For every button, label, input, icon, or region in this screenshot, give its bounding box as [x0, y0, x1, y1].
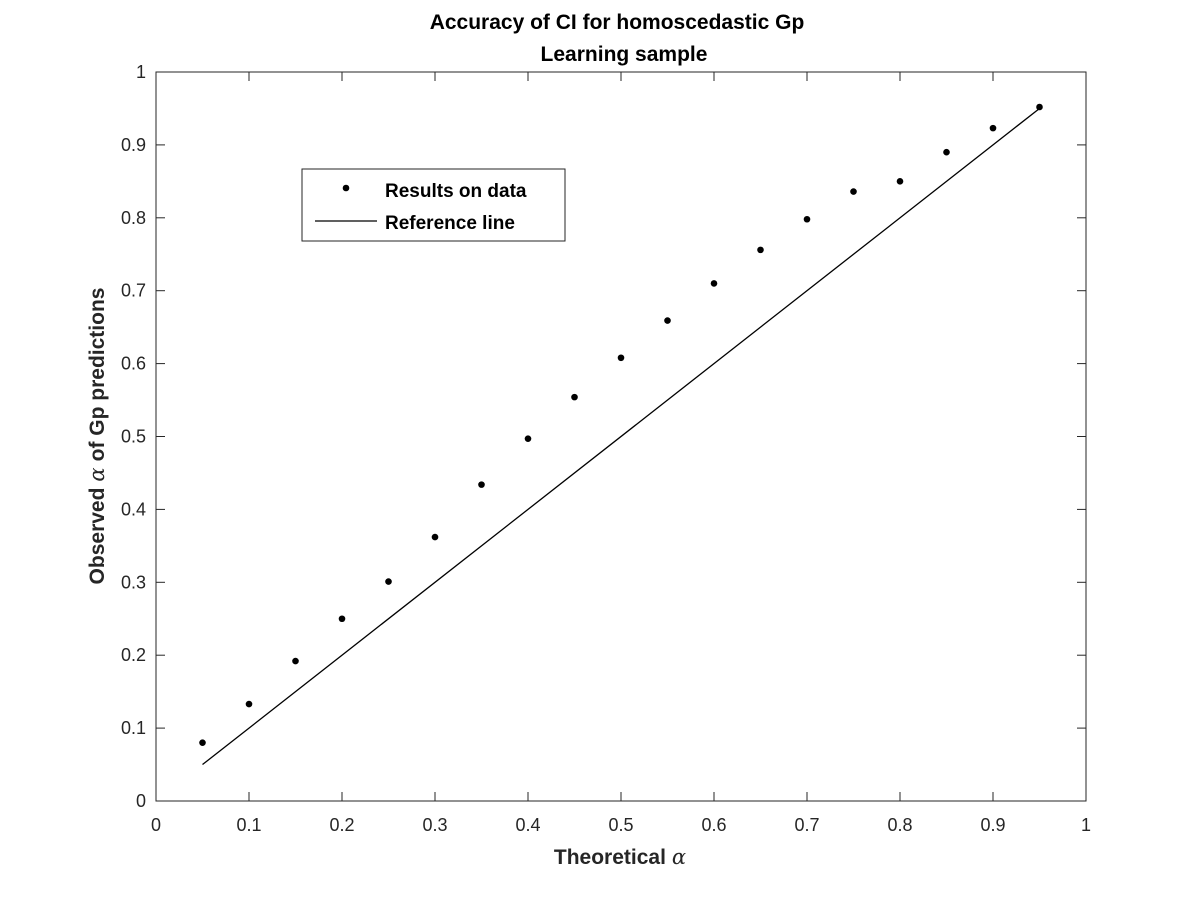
y-tick-label: 0.2: [121, 645, 146, 665]
data-point: [617, 354, 625, 362]
x-axis-label-prefix: Theoretical: [554, 846, 666, 869]
x-axis-label-symbol: α: [672, 845, 686, 869]
y-axis-label-symbol: α: [85, 467, 109, 481]
y-axis-label-suffix: of Gp predictions: [86, 288, 109, 462]
y-tick-label: 0.4: [121, 499, 146, 519]
x-tick-label: 0.2: [329, 815, 354, 835]
data-point: [385, 578, 392, 585]
series-layer: [199, 103, 1043, 766]
y-tick-label: 0.7: [121, 281, 146, 301]
y-tick-label: 0.3: [121, 572, 146, 592]
y-tick-label: 0.9: [121, 135, 146, 155]
legend: Results on data Reference line: [301, 168, 566, 242]
x-tick-label: 0: [151, 815, 161, 835]
legend-marker-points: [342, 184, 350, 192]
y-axis-label-prefix: Observed: [86, 488, 109, 585]
data-point: [478, 481, 485, 488]
y-tick-label: 0.5: [121, 427, 146, 447]
data-point: [896, 178, 904, 185]
data-point: [199, 739, 206, 746]
x-tick-label: 0.8: [887, 815, 912, 835]
data-point: [664, 317, 671, 324]
x-tick-label: 0.5: [608, 815, 633, 835]
x-tick-label: 1: [1081, 815, 1091, 835]
x-tick-label: 0.7: [794, 815, 819, 835]
reference-line: [202, 107, 1040, 766]
data-point: [989, 124, 997, 132]
legend-box: [301, 168, 566, 242]
x-tick-label: 0.6: [701, 815, 726, 835]
data-point: [803, 215, 811, 223]
data-point: [245, 700, 253, 708]
y-axis-label: Observed α of Gp predictions: [85, 288, 109, 585]
legend-label-points: Results on data: [385, 181, 527, 202]
x-tick-label: 0.4: [515, 815, 540, 835]
x-axis-label: Theoretical α: [554, 845, 686, 869]
y-tick-label: 1: [136, 62, 146, 82]
data-point: [943, 148, 950, 156]
data-point: [338, 615, 346, 623]
x-tick-label: 0.9: [980, 815, 1005, 835]
legend-label-line: Reference line: [385, 213, 515, 234]
data-point: [524, 435, 532, 442]
y-tick-label: 0.8: [121, 208, 146, 228]
data-point: [850, 188, 857, 195]
chart-subtitle: Learning sample: [541, 43, 708, 66]
axis-ticks: 0 0.1 0.2 0.3 0.4 0.5 0.6 0.7 0.8 0.9 1 0 0.1 0.2 0.3 0…: [121, 62, 1091, 835]
y-tick-label: 0: [136, 791, 146, 811]
data-point: [431, 533, 439, 541]
x-tick-label: 0.1: [236, 815, 261, 835]
chart-title: Accuracy of CI for homoscedastic Gp: [430, 11, 805, 34]
data-point: [710, 280, 718, 287]
x-tick-label: 0.3: [422, 815, 447, 835]
data-point: [571, 393, 578, 401]
y-tick-label: 0.1: [121, 718, 146, 738]
data-point: [1036, 103, 1043, 111]
y-tick-label: 0.6: [121, 354, 146, 374]
data-point: [757, 246, 764, 254]
data-point: [292, 657, 299, 665]
